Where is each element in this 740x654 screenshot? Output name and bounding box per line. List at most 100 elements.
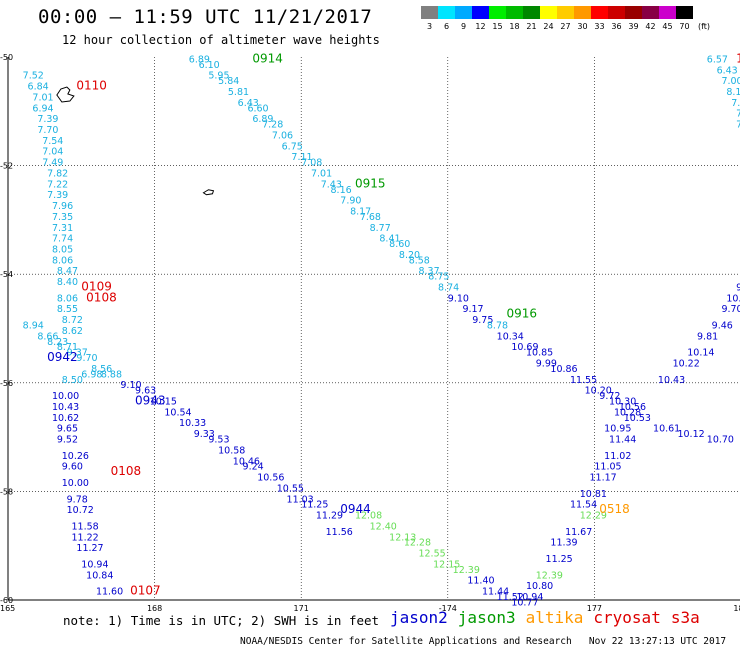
wave-height-value: 10.56 <box>619 402 646 413</box>
wave-height-value: 10.43 <box>658 375 685 386</box>
wave-height-value: 11.05 <box>594 462 621 473</box>
auckland-island-outline <box>56 86 75 103</box>
wave-height-value: 5.81 <box>228 87 249 98</box>
pass-time-label: 0109 <box>81 279 112 293</box>
wave-height-value: 6.84 <box>28 82 49 93</box>
wave-height-value: 9.46 <box>712 321 733 332</box>
wave-height-value: 9.70 <box>721 304 740 315</box>
wave-height-value: 7.01 <box>311 168 332 179</box>
wave-height-value: 8.72 <box>62 315 83 326</box>
wave-height-value: 8.17 <box>350 206 371 217</box>
pass-time-label: 0942 <box>47 350 78 364</box>
wave-height-value: 8.40 <box>57 277 78 288</box>
wave-height-value: 8.78 <box>487 321 508 332</box>
wave-height-value: 11.40 <box>467 576 494 587</box>
wave-height-value: 10.94 <box>516 592 543 603</box>
color-scale-label: 3 <box>426 22 433 31</box>
wave-height-value: 11.56 <box>326 527 353 538</box>
wave-height-value: 7.04 <box>42 147 63 158</box>
wave-height-value: 8.05 <box>52 244 73 255</box>
wave-height-value: 10.00 <box>52 391 79 402</box>
wave-height-value: 5.95 <box>208 71 229 82</box>
wave-height-value: 10.34 <box>497 331 524 342</box>
wave-height-value: 10.56 <box>257 473 284 484</box>
wave-height-value: 11.17 <box>590 473 617 484</box>
wave-height-value: 9.33 <box>194 429 215 440</box>
color-scale-label: 24 <box>543 22 554 31</box>
color-scale-label: 9 <box>460 22 467 31</box>
pass-time-label: 0108 <box>86 290 117 304</box>
wave-height-value: 10.12 <box>677 429 704 440</box>
wave-height-value: 8.75 <box>428 272 449 283</box>
satellite-legend: jason2 jason3 altika cryosat s3a <box>390 608 710 627</box>
wave-height-value: 7.31 <box>52 223 73 234</box>
wave-height-value: 8.50 <box>62 375 83 386</box>
wave-height-value: 11.22 <box>72 532 99 543</box>
wave-height-value: 9.70 <box>76 353 97 364</box>
wave-height-value: 10.70 <box>707 435 734 446</box>
wave-height-value: 10.00 <box>62 478 89 489</box>
wave-height-value: 9.75 <box>472 315 493 326</box>
wave-height-value: 11.52 <box>497 592 524 603</box>
wave-height-value: 8.56 <box>91 364 112 375</box>
wave-height-value: 10.28 <box>614 407 641 418</box>
wave-height-value: 10.77 <box>511 597 538 608</box>
wave-height-value: 8.10 <box>726 87 740 98</box>
color-scale-label: 70 <box>679 22 690 31</box>
wave-height-value: 7.39 <box>37 114 58 125</box>
wave-height-value: 10.94 <box>81 559 108 570</box>
color-swatch <box>676 6 693 19</box>
longitude-label: 168 <box>147 604 162 613</box>
color-scale-label: 6 <box>443 22 450 31</box>
wave-height-value: 9.99 <box>536 359 557 370</box>
legend-s3a: s3a <box>670 608 700 627</box>
longitude-label: 171 <box>294 604 309 613</box>
wave-height-value: 9.17 <box>462 304 483 315</box>
wave-height-value: 10.86 <box>550 364 577 375</box>
wave-height-value: 10.15 <box>150 397 177 408</box>
color-swatch <box>472 6 489 19</box>
wave-height-value: 8.62 <box>62 326 83 337</box>
map-subtitle: 12 hour collection of altimeter wave hei… <box>62 33 380 47</box>
wave-height-value: 8.58 <box>409 255 430 266</box>
color-scale-label: 15 <box>492 22 503 31</box>
pass-time-label: 0944 <box>340 502 371 516</box>
wave-height-value: 11.58 <box>72 521 99 532</box>
wave-height-value: 9.63 <box>135 386 156 397</box>
longitude-label: 165 <box>0 604 15 613</box>
pass-time-label: 0107 <box>130 584 161 598</box>
color-scale-labels: 3 6 9 12 15 18 21 24 27 30 33 36 39 42 45 70 (ft) <box>421 22 729 31</box>
color-swatch <box>455 6 472 19</box>
latitude-label: -58 <box>0 487 13 496</box>
color-scale-label: 39 <box>628 22 639 31</box>
color-scale-label: 36 <box>611 22 622 31</box>
latitude-label: -52 <box>0 162 13 171</box>
wave-height-value: 8.94 <box>23 321 44 332</box>
latitude-label: -60 <box>0 596 13 605</box>
wave-height-value: 8.74 <box>438 282 459 293</box>
wave-height-value: 8.06 <box>57 293 78 304</box>
wave-height-value: 10.81 <box>580 489 607 500</box>
wave-height-value: 10.58 <box>218 445 245 456</box>
latitude-label: -50 <box>0 53 13 62</box>
wave-height-value: 6.75 <box>282 141 303 152</box>
color-swatch <box>659 6 676 19</box>
wave-height-value: 9.78 <box>67 494 88 505</box>
legend-jason3: jason3 <box>457 608 516 627</box>
longitude-label: 177 <box>587 604 602 613</box>
color-swatch <box>489 6 506 19</box>
color-swatch <box>557 6 574 19</box>
wave-height-value: 10.43 <box>52 402 79 413</box>
wave-height-value: 8.88 <box>101 369 122 380</box>
wave-height-value: 9.10 <box>120 380 141 391</box>
color-scale-label: 42 <box>645 22 656 31</box>
color-scale-label: 21 <box>526 22 537 31</box>
color-swatch <box>625 6 642 19</box>
latitude-label: -56 <box>0 379 13 388</box>
wave-height-value: 12.28 <box>404 538 431 549</box>
legend-altika: altika <box>525 608 584 627</box>
wave-height-value: 12.40 <box>370 521 397 532</box>
color-scale-label: 18 <box>509 22 520 31</box>
color-swatch <box>506 6 523 19</box>
